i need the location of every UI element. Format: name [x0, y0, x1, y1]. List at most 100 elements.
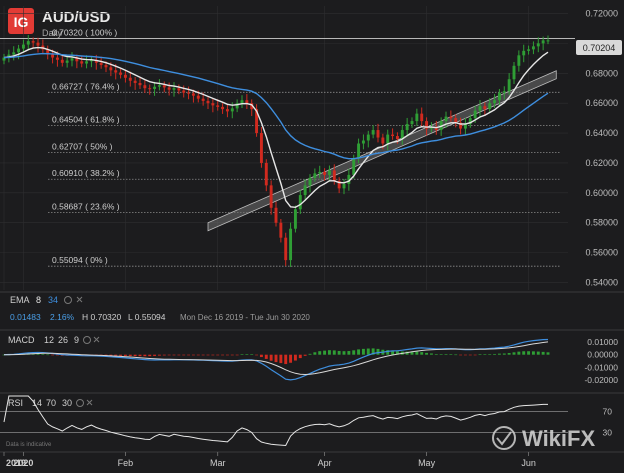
- candle-body: [143, 85, 147, 89]
- macd-histogram-bar: [114, 354, 118, 356]
- date-tick-label: May: [418, 458, 436, 468]
- candle-body: [366, 134, 370, 141]
- ema-slow-value: 34: [48, 295, 58, 305]
- candle-body: [337, 180, 341, 189]
- interval-label: Daily: [42, 28, 63, 38]
- candle-body: [245, 100, 249, 104]
- candle-body: [264, 162, 268, 186]
- wikifx-logo-icon: [492, 426, 516, 450]
- candle-body: [507, 79, 511, 92]
- candle-body: [211, 103, 215, 106]
- macd-histogram-bar: [255, 354, 259, 356]
- macd-histogram-bar: [478, 354, 482, 355]
- macd-histogram-bar: [395, 351, 399, 355]
- macd-histogram-bar: [279, 354, 283, 364]
- macd-tick-label: -0.01000: [584, 362, 618, 372]
- macd-histogram-bar: [488, 354, 492, 355]
- candle-body: [522, 50, 526, 56]
- candle-body: [65, 60, 69, 63]
- candle-body: [517, 55, 521, 66]
- candle-body: [60, 59, 64, 63]
- macd-settings-icon[interactable]: [83, 336, 91, 344]
- ema-close-icon[interactable]: [76, 296, 83, 303]
- macd-histogram-bar: [454, 354, 458, 356]
- macd-histogram-bar: [429, 353, 433, 355]
- macd-signal-line: [4, 341, 549, 376]
- macd-histogram-bar: [444, 354, 448, 355]
- date-tick-label: 2020: [13, 458, 33, 468]
- current-price-tag: 0.70204: [576, 40, 622, 55]
- macd-histogram-bar: [313, 352, 317, 355]
- macd-histogram-bar: [46, 354, 50, 356]
- macd-histogram-bar: [473, 354, 477, 356]
- macd-histogram-bar: [240, 354, 244, 355]
- candle-body: [114, 70, 118, 73]
- candle-body: [172, 88, 176, 90]
- macd-histogram-bar: [463, 354, 467, 356]
- price-tick-label: 0.68000: [585, 68, 618, 78]
- candle-body: [153, 86, 157, 89]
- macd-histogram-bar: [123, 354, 127, 356]
- fib-level-label: 0.55094 ( 0% ): [52, 255, 108, 265]
- candle-body: [133, 80, 137, 83]
- macd-histogram-bar: [148, 354, 152, 357]
- candle-body: [332, 170, 336, 181]
- candle-body: [12, 52, 16, 55]
- candle-body: [94, 59, 98, 63]
- ema-settings-icon[interactable]: [64, 296, 72, 304]
- candle-body: [182, 90, 186, 93]
- symbol-title: AUD/USD: [42, 9, 111, 26]
- candle-body: [449, 116, 453, 119]
- rsi-axis: 70 30: [603, 407, 613, 438]
- candle-body: [36, 42, 40, 46]
- macd-histogram-bar: [323, 350, 327, 355]
- fib-level-label: 0.58687 ( 23.6% ): [52, 201, 120, 211]
- macd-histogram-bar: [332, 350, 336, 355]
- candle-body: [216, 105, 220, 107]
- macd-histogram-bar: [361, 348, 365, 355]
- macd-histogram-bar: [172, 354, 176, 356]
- rsi-settings-icon[interactable]: [76, 399, 84, 407]
- macd-histogram-bar: [187, 354, 191, 356]
- candle-body: [148, 88, 152, 90]
- macd-panel: MACD 12 26 9 0.01000 0.00000 -0.01000 -0.02…: [0, 329, 624, 385]
- macd-histogram-bar: [420, 352, 424, 355]
- date-tick-label: Mar: [210, 458, 226, 468]
- price-tick-label: 0.72000: [585, 8, 618, 18]
- macd-title: MACD: [8, 335, 35, 345]
- fib-level-label: 0.62707 ( 50% ): [52, 141, 113, 151]
- macd-histogram-bar: [162, 354, 166, 356]
- candle-body: [167, 87, 171, 90]
- rsi-line: [3, 395, 548, 447]
- macd-histogram-bar: [225, 354, 229, 356]
- macd-histogram-bar: [36, 353, 40, 355]
- macd-histogram-bar: [191, 354, 195, 356]
- macd-histogram-bar: [221, 354, 225, 356]
- candle-body: [473, 110, 477, 119]
- macd-histogram-bar: [206, 354, 210, 356]
- candle-body: [157, 85, 161, 87]
- candle-body: [31, 41, 35, 43]
- candle-body: [80, 61, 84, 64]
- macd-histogram-bar: [531, 351, 535, 355]
- candle-body: [352, 158, 356, 175]
- macd-close-icon[interactable]: [93, 336, 100, 343]
- macd-histogram-bar: [536, 351, 540, 355]
- candle-body: [386, 134, 390, 144]
- candle-body: [536, 43, 540, 47]
- candle-body: [2, 57, 6, 61]
- rsi-close-icon[interactable]: [86, 399, 93, 406]
- candle-body: [347, 174, 351, 184]
- candle-body: [128, 77, 132, 81]
- macd-tick-label: 0.00000: [587, 350, 618, 360]
- candle-body: [255, 109, 259, 134]
- candle-body: [493, 100, 497, 104]
- ema-fast-value: 8: [36, 295, 41, 305]
- candle-body: [497, 92, 501, 101]
- fib-level-label: 0.70320 ( 100% ): [52, 28, 117, 38]
- candle-body: [342, 183, 346, 189]
- macd-histogram-bar: [512, 352, 516, 355]
- candle-body: [274, 207, 278, 223]
- candle-body: [391, 134, 395, 137]
